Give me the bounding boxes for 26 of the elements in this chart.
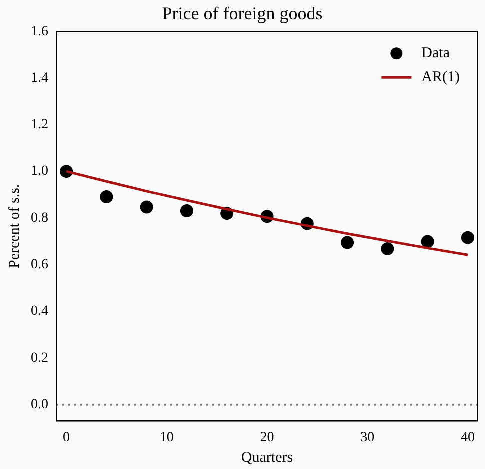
x-tick-label: 10 — [160, 430, 174, 446]
y-tick-label: 1.4 — [31, 70, 48, 86]
x-tick-label: 30 — [360, 430, 375, 446]
legend-label: Data — [422, 46, 450, 62]
y-tick-label: 0.0 — [31, 398, 48, 413]
point — [381, 242, 394, 256]
x-axis-title: Quarters — [241, 450, 294, 466]
y-tick-label: 0.6 — [31, 258, 48, 273]
y-axis-title: Percent of s.s. — [6, 184, 23, 268]
y-tick-label: 1.0 — [31, 164, 48, 180]
point — [421, 235, 434, 248]
point — [140, 200, 154, 214]
legend-label: AR(1) — [422, 70, 460, 86]
point — [461, 231, 474, 244]
y-tick-label: 0.8 — [31, 210, 48, 226]
chart-title: Price of foreign goods — [162, 4, 323, 24]
y-tick-label: 0.2 — [31, 350, 48, 366]
x-tick-label: 20 — [260, 430, 274, 446]
y-tick-label: 1.6 — [31, 24, 48, 40]
point — [100, 190, 114, 204]
point — [180, 204, 194, 218]
y-tick-label: 0.4 — [31, 304, 48, 320]
x-tick-label: 40 — [460, 430, 475, 446]
x-tick-label: 0 — [63, 430, 70, 446]
y-tick-label: 1.2 — [31, 118, 48, 133]
point — [341, 236, 354, 250]
